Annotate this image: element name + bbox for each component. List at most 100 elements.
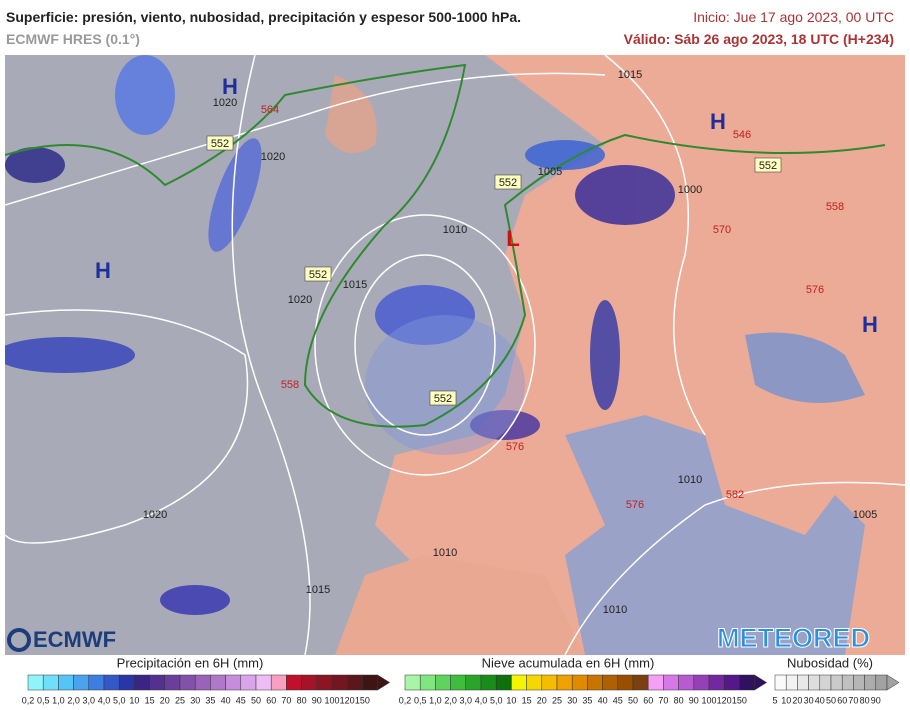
legend-swatch xyxy=(663,674,679,691)
pressure-center: H xyxy=(710,109,726,134)
legend-swatch xyxy=(73,674,90,691)
thickness-box-label: 552 xyxy=(759,160,777,172)
legend-swatch xyxy=(739,674,755,691)
thickness-label: 582 xyxy=(726,489,744,501)
map: H H H H L 552 552 552 552 552 1015 1020 1020 1005 1000… xyxy=(5,55,905,655)
precip-areas xyxy=(5,55,675,615)
legend-swatch xyxy=(797,674,809,691)
legend-label: 90 xyxy=(871,695,881,705)
legend-label: 5,0 xyxy=(490,695,503,705)
legend-swatch xyxy=(723,674,740,691)
legend-label: 20 xyxy=(537,695,547,705)
isobar-label: 1020 xyxy=(143,509,167,521)
thickness-label: 570 xyxy=(713,224,731,236)
thickness-box xyxy=(206,135,234,151)
legend-label: 15 xyxy=(145,695,155,705)
legend-swatch xyxy=(808,674,821,691)
isobar-label: 1000 xyxy=(678,184,702,196)
legend-label: 60 xyxy=(837,695,847,705)
legend-swatch xyxy=(830,674,843,691)
legend-swatch xyxy=(331,674,348,691)
legend-swatch xyxy=(819,674,832,691)
logo-text: ECMWF xyxy=(33,627,116,652)
legend-swatch xyxy=(875,674,888,691)
legend-swatch xyxy=(316,674,333,691)
pressure-center: H xyxy=(95,258,111,283)
thickness-box-label: 552 xyxy=(499,177,517,189)
legend-label: 20 xyxy=(792,695,802,705)
legend-label: 10 xyxy=(781,695,791,705)
legend-swatch xyxy=(785,674,798,691)
legend-label: 35 xyxy=(582,695,592,705)
legend-title: Nubosidad (%) xyxy=(787,655,873,670)
thickness-label: 558 xyxy=(826,201,844,213)
legend-swatch xyxy=(465,674,482,691)
legend-swatch xyxy=(435,674,451,691)
legend-swatch xyxy=(495,674,512,691)
legend-swatch xyxy=(541,674,558,691)
legend-swatch xyxy=(134,674,150,691)
legend-swatch xyxy=(118,674,135,691)
isobar-label: 1010 xyxy=(603,604,627,616)
legend-swatch xyxy=(240,674,257,691)
thickness-label: 564 xyxy=(261,104,279,116)
legend-swatch xyxy=(511,674,527,691)
legend-swatch xyxy=(103,674,120,691)
isobar-lines xyxy=(5,55,905,655)
thickness-box xyxy=(304,266,332,282)
legend-label: 50 xyxy=(628,695,638,705)
legend-label: 25 xyxy=(175,695,185,705)
legend-swatch xyxy=(602,674,619,691)
legend-label: 0,2 xyxy=(22,695,35,705)
legend-swatch xyxy=(404,674,421,691)
thickness-box xyxy=(754,157,782,173)
thickness-box xyxy=(429,390,457,406)
legend-label: 90 xyxy=(689,695,699,705)
legend-swatch xyxy=(632,674,649,691)
isobar-label: 1010 xyxy=(433,547,457,559)
legend-swatch xyxy=(255,674,272,691)
legend-arrow xyxy=(886,674,900,691)
legend-swatch xyxy=(556,674,573,691)
legend-label: 15 xyxy=(522,695,532,705)
legend-swatch xyxy=(419,674,436,691)
legend-label: 40 xyxy=(815,695,825,705)
isobar-label: 1020 xyxy=(261,151,285,163)
legend-label: 40 xyxy=(598,695,608,705)
title: Superficie: presión, viento, nubosidad, … xyxy=(6,9,522,25)
thickness-label: 546 xyxy=(733,129,751,141)
thickness-label: 576 xyxy=(506,441,524,453)
legend-label: 45 xyxy=(613,695,623,705)
legend-label: 70 xyxy=(848,695,858,705)
legend-swatch xyxy=(270,674,287,691)
land-iceland xyxy=(325,75,377,153)
legend-swatch xyxy=(647,674,664,691)
legend-label: 3,0 xyxy=(83,695,96,705)
legend-label: 80 xyxy=(860,695,870,705)
legend-label: 25 xyxy=(552,695,562,705)
model: ECMWF HRES (0.1°) xyxy=(6,31,140,47)
legend-swatch xyxy=(587,674,603,691)
isobar-label: 1010 xyxy=(443,224,467,236)
legend-label: 10 xyxy=(506,695,516,705)
legend-swatch xyxy=(678,674,695,691)
legend-arrow xyxy=(377,674,391,691)
pressure-center: H xyxy=(222,74,238,99)
legend-label: 80 xyxy=(297,695,307,705)
legend-label: 1,0 xyxy=(429,695,442,705)
legend-swatch xyxy=(526,674,543,691)
legend-label: 4,0 xyxy=(475,695,488,705)
legend-label: 5 xyxy=(772,695,777,705)
legend-swatch xyxy=(301,674,318,691)
thickness-label: 558 xyxy=(281,379,299,391)
legend-label: 30 xyxy=(804,695,814,705)
legend-swatch xyxy=(286,674,302,691)
legend-swatch xyxy=(853,674,865,691)
thickness-box-label: 552 xyxy=(211,138,229,150)
legend-label: 10 xyxy=(129,695,139,705)
legend-swatch xyxy=(179,674,196,691)
legend-label: 120 xyxy=(340,695,355,705)
legend-label: 2,0 xyxy=(444,695,457,705)
legend-label: 50 xyxy=(251,695,261,705)
thickness-label: 576 xyxy=(626,499,644,511)
